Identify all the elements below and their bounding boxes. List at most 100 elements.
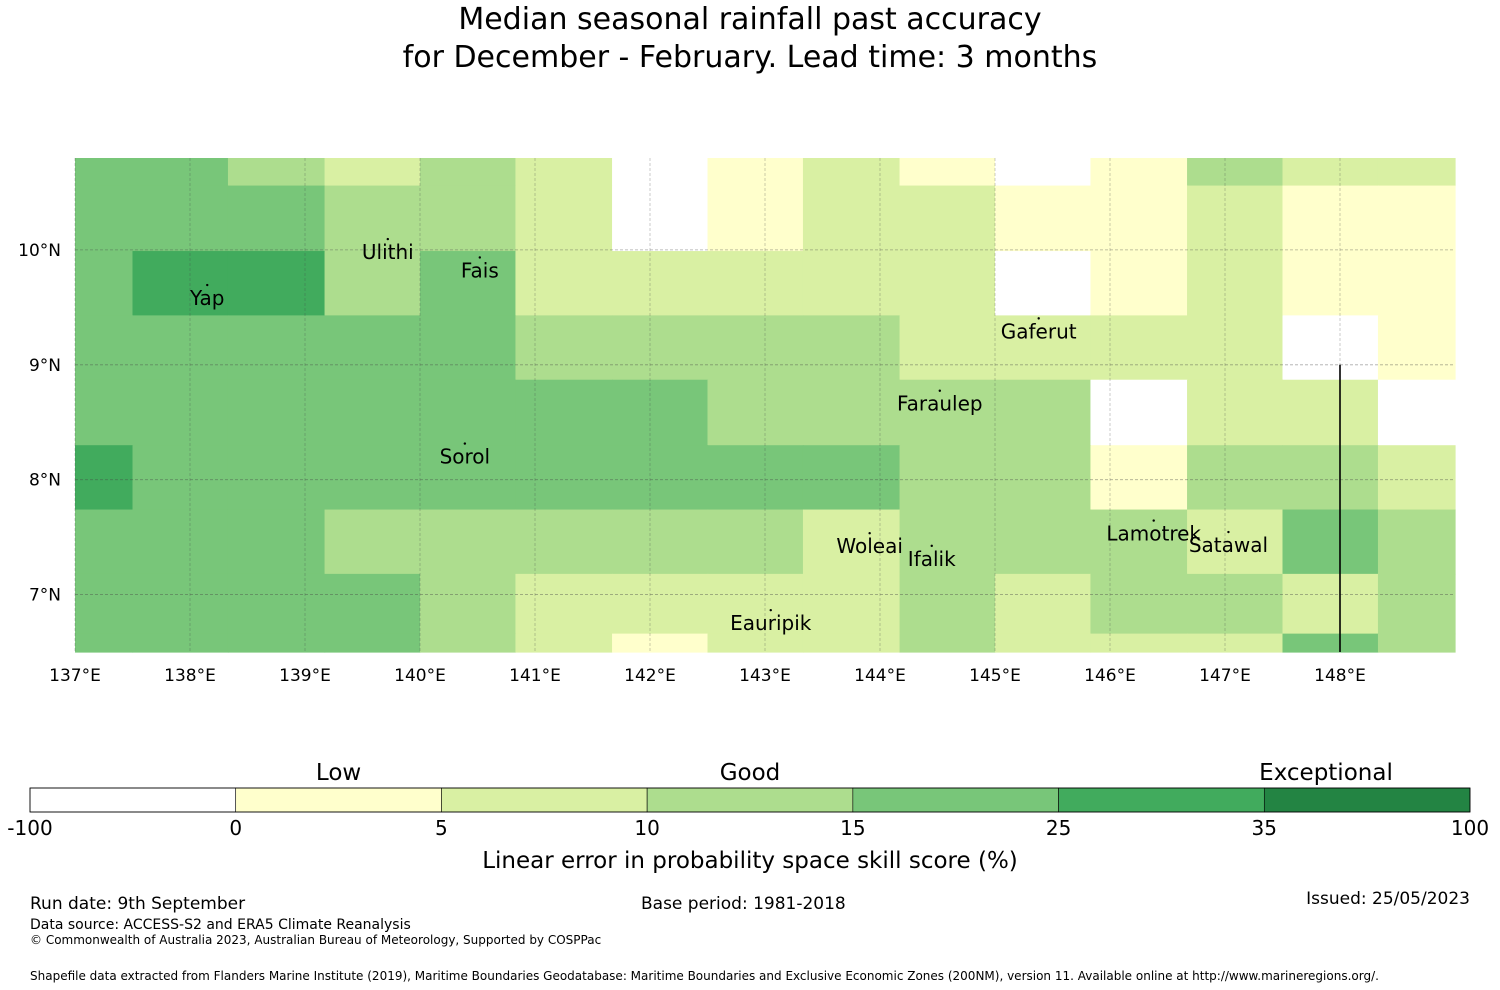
- colorbar-segment: [441, 787, 648, 813]
- grid-cell: [132, 573, 229, 635]
- grid-cell: [1187, 158, 1284, 187]
- grid-cell: [612, 185, 709, 252]
- grid-cell: [324, 573, 421, 635]
- grid-cell: [995, 158, 1092, 187]
- grid-cell: [1282, 445, 1379, 511]
- grid-cell: [75, 509, 134, 575]
- island-marker: [1037, 317, 1040, 320]
- grid-cell: [227, 251, 326, 316]
- grid-cell: [324, 509, 421, 575]
- grid-cell: [132, 379, 229, 446]
- grid-cell: [324, 379, 421, 446]
- grid-cell: [899, 509, 996, 575]
- grid-cell: [515, 379, 613, 446]
- grid-cell: [1090, 633, 1188, 653]
- grid-cell: [802, 379, 901, 446]
- grid-cell: [75, 158, 134, 187]
- grid-cell: [227, 158, 326, 187]
- grid-cell: [899, 251, 996, 316]
- lon-tick-label: 148°E: [1314, 666, 1366, 686]
- legend-category-low: Low: [315, 760, 362, 786]
- grid-cell: [1282, 315, 1379, 381]
- grid-cell: [899, 379, 996, 446]
- grid-cell: [1187, 379, 1284, 446]
- grid-cell: [515, 185, 613, 252]
- grid-cell: [132, 158, 229, 187]
- axis-tick-labels: 137°E 138°E 139°E 140°E 141°E 142°E 143°E 144°E…: [18, 241, 1366, 686]
- grid-cell: [324, 315, 421, 381]
- island-label: Sorol: [440, 445, 491, 469]
- grid-cell: [995, 445, 1092, 511]
- colorbar-tick-label: 10: [634, 816, 659, 840]
- grid-cell: [1090, 445, 1188, 511]
- skill-grid-cells: [75, 158, 1456, 653]
- grid-cell: [420, 633, 517, 653]
- grid-cell: [707, 251, 804, 316]
- lon-tick-label: 140°E: [394, 666, 446, 686]
- grid-cell: [515, 251, 613, 316]
- grid-cell: [420, 573, 517, 635]
- island-marker: [938, 389, 941, 392]
- island-label: Lamotrek: [1106, 522, 1201, 546]
- grid-cell: [707, 315, 804, 381]
- colorbar-tick-label: 15: [840, 816, 865, 840]
- colorbar-tick-label: -100: [7, 816, 52, 840]
- grid-cell: [75, 445, 134, 511]
- grid-cell: [515, 509, 613, 575]
- grid-cell: [899, 633, 996, 653]
- colorbar-segment: [29, 787, 237, 813]
- island-label: Eauripik: [730, 611, 812, 635]
- grid-cell: [420, 315, 517, 381]
- lon-tick-label: 147°E: [1199, 666, 1251, 686]
- grid-cell: [612, 315, 709, 381]
- lon-tick-label: 137°E: [49, 666, 101, 686]
- grid-cell: [995, 633, 1092, 653]
- grid-cell: [1377, 509, 1456, 575]
- grid-cell: [1282, 573, 1379, 635]
- grid-cell: [324, 158, 421, 187]
- grid-cell: [1187, 633, 1284, 653]
- lon-tick-label: 141°E: [509, 666, 561, 686]
- grid-cell: [802, 315, 901, 381]
- island-marker: [769, 608, 772, 612]
- grid-cell: [1282, 185, 1379, 252]
- grid-cell: [1090, 158, 1188, 187]
- grid-cell: [227, 445, 326, 511]
- grid-cell: [1377, 158, 1456, 187]
- colorbar-tick-label: 35: [1252, 816, 1277, 840]
- grid-cell: [899, 185, 996, 252]
- grid-cell: [899, 573, 996, 635]
- shapefile-credit: Shapefile data extracted from Flanders M…: [30, 969, 1379, 983]
- grid-cell: [802, 445, 901, 511]
- issued-date: Issued: 25/05/2023: [1306, 889, 1470, 909]
- lon-tick-label: 142°E: [624, 666, 676, 686]
- grid-cell: [995, 573, 1092, 635]
- island-label: Faraulep: [897, 392, 983, 416]
- run-date: Run date: 9th September: [30, 894, 246, 914]
- grid-cell: [324, 633, 421, 653]
- grid-cell: [802, 573, 901, 635]
- grid-cell: [324, 445, 421, 511]
- grid-cell: [802, 185, 901, 252]
- grid-cell: [1282, 509, 1379, 575]
- island-marker: [386, 237, 389, 241]
- grid-cell: [899, 315, 996, 381]
- grid-cell: [132, 445, 229, 511]
- island-label: Gaferut: [1001, 319, 1077, 343]
- grid-cell: [132, 185, 229, 252]
- grid-cell: [1187, 445, 1284, 511]
- grid-cell: [707, 633, 804, 653]
- island-label: Ifalik: [908, 547, 956, 571]
- colorbar: -100 0 5 10 15 25 35 100 Linear error in probabi…: [7, 787, 1489, 874]
- colorbar-axis-label: Linear error in probability space skill …: [482, 848, 1018, 874]
- grid-cell: [515, 633, 613, 653]
- grid-cell: [1282, 633, 1379, 653]
- lon-tick-label: 145°E: [969, 666, 1021, 686]
- island-label: Satawal: [1189, 533, 1268, 557]
- grid-cell: [75, 185, 134, 252]
- grid-cell: [995, 185, 1092, 252]
- grid-cell: [1377, 445, 1456, 511]
- grid-cell: [1377, 633, 1456, 653]
- colorbar-segment: [235, 787, 442, 813]
- grid-cell: [612, 633, 709, 653]
